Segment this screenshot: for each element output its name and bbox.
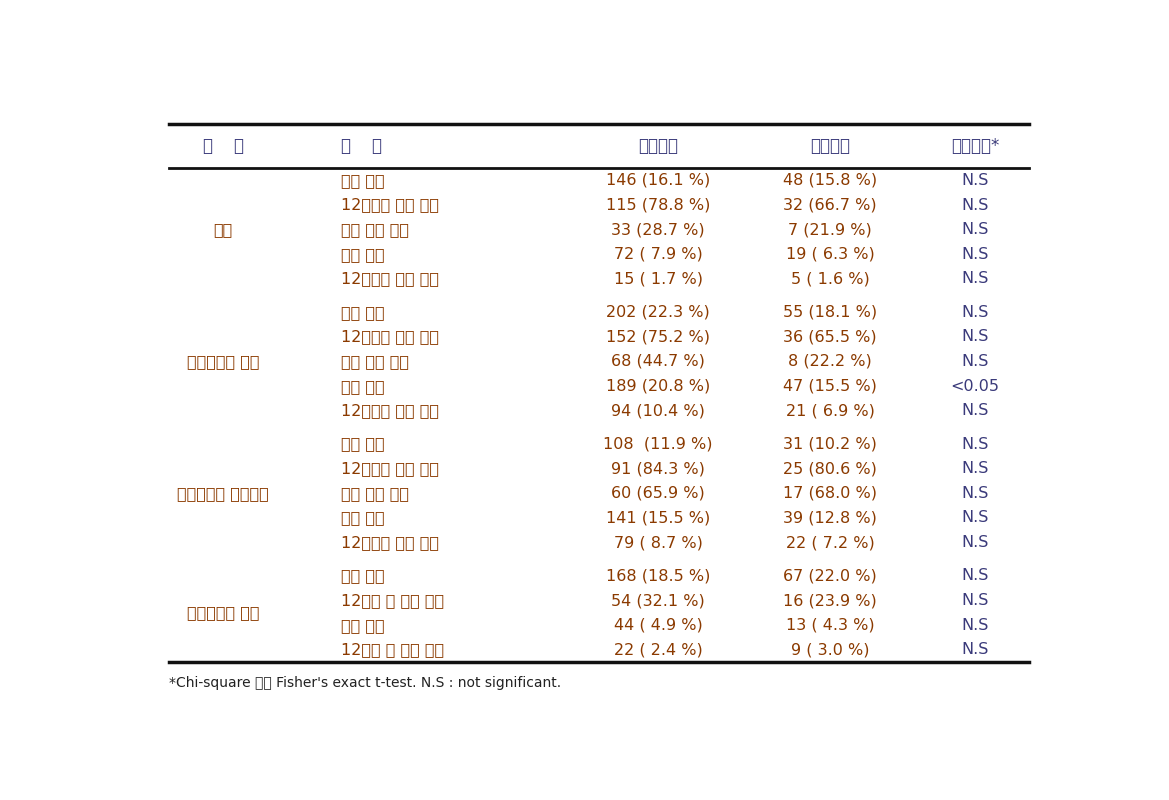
Text: 5 ( 1.6 %): 5 ( 1.6 %): [790, 271, 870, 286]
Text: 168 (18.5 %): 168 (18.5 %): [606, 568, 711, 583]
Text: N.S: N.S: [961, 642, 989, 658]
Text: 비교지역: 비교지역: [810, 137, 850, 155]
Text: 39 (12.8 %): 39 (12.8 %): [783, 510, 877, 526]
Text: 19 ( 6.3 %): 19 ( 6.3 %): [786, 247, 874, 262]
Text: N.S: N.S: [961, 510, 989, 526]
Text: N.S: N.S: [961, 354, 989, 369]
Text: 60 (65.9 %): 60 (65.9 %): [611, 486, 705, 501]
Text: 알레르기성 비염: 알레르기성 비염: [187, 354, 260, 369]
Text: 17 (68.0 %): 17 (68.0 %): [783, 486, 877, 501]
Text: 증상 경험: 증상 경험: [341, 437, 385, 451]
Text: 12개월내 증상 경험: 12개월내 증상 경험: [341, 330, 438, 344]
Text: N.S: N.S: [961, 437, 989, 451]
Text: 32 (66.7 %): 32 (66.7 %): [783, 198, 877, 213]
Text: 노완지역: 노완지역: [638, 137, 678, 155]
Text: N.S: N.S: [961, 198, 989, 213]
Text: N.S: N.S: [961, 173, 989, 188]
Text: 91 (84.3 %): 91 (84.3 %): [611, 461, 705, 476]
Text: 수면 방해 경험: 수면 방해 경험: [341, 486, 409, 501]
Text: 동반 증상 경험: 동반 증상 경험: [341, 354, 409, 369]
Text: 12개월내 증상 경험: 12개월내 증상 경험: [341, 198, 438, 213]
Text: 진단 경험: 진단 경험: [341, 618, 385, 633]
Text: 항    목: 항 목: [202, 137, 243, 155]
Text: 115 (78.8 %): 115 (78.8 %): [606, 198, 711, 213]
Text: 알레르기성 피부질환: 알레르기성 피부질환: [178, 486, 269, 501]
Text: 54 (32.1 %): 54 (32.1 %): [611, 593, 705, 608]
Text: 79 ( 8.7 %): 79 ( 8.7 %): [614, 535, 703, 550]
Text: 108  (11.9 %): 108 (11.9 %): [603, 437, 713, 451]
Text: 22 ( 2.4 %): 22 ( 2.4 %): [614, 642, 703, 658]
Text: 15 ( 1.7 %): 15 ( 1.7 %): [614, 271, 703, 286]
Text: *Chi-square 또는 Fisher's exact t-test. N.S : not significant.: *Chi-square 또는 Fisher's exact t-test. N.…: [168, 676, 561, 690]
Text: 12개월내 증상 경험: 12개월내 증상 경험: [341, 461, 438, 476]
Text: 9 ( 3.0 %): 9 ( 3.0 %): [791, 642, 870, 658]
Text: 천명 경험: 천명 경험: [341, 173, 385, 188]
Text: N.S: N.S: [961, 593, 989, 608]
Text: 31 (10.2 %): 31 (10.2 %): [783, 437, 877, 451]
Text: 21 ( 6.9 %): 21 ( 6.9 %): [786, 403, 874, 418]
Text: 94 (10.4 %): 94 (10.4 %): [611, 403, 705, 418]
Text: 12개월 내 치료 경험: 12개월 내 치료 경험: [341, 642, 444, 658]
Text: N.S: N.S: [961, 305, 989, 320]
Text: N.S: N.S: [961, 403, 989, 418]
Text: 7 (21.9 %): 7 (21.9 %): [788, 222, 872, 237]
Text: N.S: N.S: [961, 461, 989, 476]
Text: 55 (18.1 %): 55 (18.1 %): [783, 305, 877, 320]
Text: 141 (15.5 %): 141 (15.5 %): [606, 510, 710, 526]
Text: 수면 방해 경험: 수면 방해 경험: [341, 222, 409, 237]
Text: 13 ( 4.3 %): 13 ( 4.3 %): [786, 618, 874, 633]
Text: 25 (80.6 %): 25 (80.6 %): [783, 461, 877, 476]
Text: 68 (44.7 %): 68 (44.7 %): [611, 354, 705, 369]
Text: 189 (20.8 %): 189 (20.8 %): [606, 378, 710, 394]
Text: N.S: N.S: [961, 535, 989, 550]
Text: 증상 경험: 증상 경험: [341, 305, 385, 320]
Text: 12개월내 치료 경험: 12개월내 치료 경험: [341, 403, 438, 418]
Text: N.S: N.S: [961, 330, 989, 344]
Text: 72 ( 7.9 %): 72 ( 7.9 %): [614, 247, 703, 262]
Text: 유의수준*: 유의수준*: [950, 137, 999, 155]
Text: 33 (28.7 %): 33 (28.7 %): [611, 222, 705, 237]
Text: 12개월 내 증상 경험: 12개월 내 증상 경험: [341, 593, 444, 608]
Text: 146 (16.1 %): 146 (16.1 %): [606, 173, 710, 188]
Text: 16 (23.9 %): 16 (23.9 %): [783, 593, 877, 608]
Text: 진단 경험: 진단 경험: [341, 247, 385, 262]
Text: N.S: N.S: [961, 568, 989, 583]
Text: N.S: N.S: [961, 222, 989, 237]
Text: <0.05: <0.05: [950, 378, 999, 394]
Text: 구    분: 구 분: [341, 137, 382, 155]
Text: 47 (15.5 %): 47 (15.5 %): [783, 378, 877, 394]
Text: 67 (22.0 %): 67 (22.0 %): [783, 568, 877, 583]
Text: 천식: 천식: [214, 222, 233, 237]
Text: 알레르기성 눈병: 알레르기성 눈병: [187, 606, 260, 620]
Text: 진단 경험: 진단 경험: [341, 378, 385, 394]
Text: N.S: N.S: [961, 618, 989, 633]
Text: 8 (22.2 %): 8 (22.2 %): [788, 354, 872, 369]
Text: 12개월내 치료 경험: 12개월내 치료 경험: [341, 535, 438, 550]
Text: 증상 경험: 증상 경험: [341, 568, 385, 583]
Text: N.S: N.S: [961, 271, 989, 286]
Text: 48 (15.8 %): 48 (15.8 %): [783, 173, 877, 188]
Text: 202 (22.3 %): 202 (22.3 %): [606, 305, 710, 320]
Text: 36 (65.5 %): 36 (65.5 %): [783, 330, 877, 344]
Text: 12개월내 치료 경험: 12개월내 치료 경험: [341, 271, 438, 286]
Text: 152 (75.2 %): 152 (75.2 %): [606, 330, 710, 344]
Text: 진단 경험: 진단 경험: [341, 510, 385, 526]
Text: N.S: N.S: [961, 486, 989, 501]
Text: 44 ( 4.9 %): 44 ( 4.9 %): [614, 618, 703, 633]
Text: 22 ( 7.2 %): 22 ( 7.2 %): [786, 535, 874, 550]
Text: N.S: N.S: [961, 247, 989, 262]
